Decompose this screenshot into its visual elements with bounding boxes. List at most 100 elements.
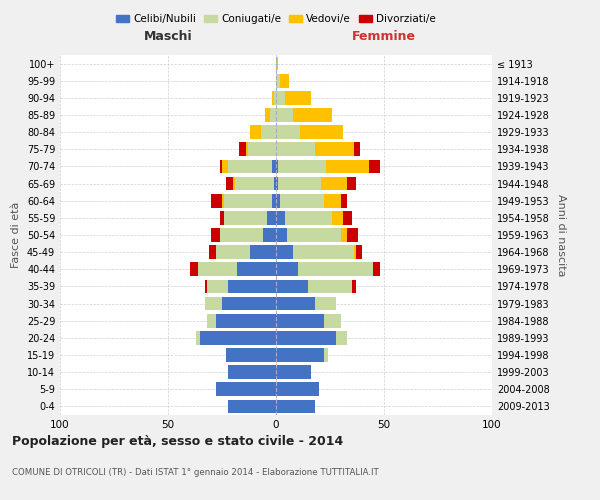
Bar — [369, 160, 380, 173]
Bar — [280, 74, 289, 88]
Y-axis label: Anni di nascita: Anni di nascita — [556, 194, 566, 276]
Bar — [276, 348, 323, 362]
Text: Maschi: Maschi — [143, 30, 193, 43]
Bar — [205, 296, 222, 310]
Bar — [211, 228, 220, 242]
Bar — [276, 211, 284, 224]
Bar — [269, 108, 276, 122]
Bar — [373, 262, 380, 276]
Bar — [224, 211, 268, 224]
Bar — [235, 176, 274, 190]
Bar — [205, 280, 207, 293]
Bar — [237, 262, 276, 276]
Bar — [354, 246, 356, 259]
Bar — [211, 194, 222, 207]
Bar — [293, 108, 332, 122]
Bar — [220, 228, 263, 242]
Bar — [222, 160, 229, 173]
Bar — [276, 74, 280, 88]
Bar — [341, 194, 347, 207]
Bar — [280, 194, 323, 207]
Bar — [276, 142, 315, 156]
Bar — [347, 176, 356, 190]
Bar — [198, 262, 237, 276]
Bar — [284, 211, 332, 224]
Bar — [276, 160, 278, 173]
Bar — [276, 366, 311, 379]
Bar — [276, 56, 278, 70]
Bar — [261, 126, 276, 139]
Bar — [274, 91, 276, 104]
Bar — [209, 246, 215, 259]
Bar — [323, 348, 328, 362]
Bar — [278, 176, 322, 190]
Bar — [356, 246, 362, 259]
Bar — [352, 280, 356, 293]
Bar — [246, 142, 248, 156]
Bar — [229, 160, 272, 173]
Bar — [276, 400, 315, 413]
Bar — [222, 296, 276, 310]
Bar — [276, 262, 298, 276]
Bar — [326, 160, 369, 173]
Bar — [322, 176, 347, 190]
Bar — [233, 176, 235, 190]
Bar — [229, 280, 276, 293]
Bar — [276, 194, 280, 207]
Bar — [323, 314, 341, 328]
Bar — [354, 142, 360, 156]
Bar — [215, 314, 276, 328]
Bar — [276, 228, 287, 242]
Text: Femmine: Femmine — [352, 30, 416, 43]
Bar — [207, 280, 229, 293]
Bar — [276, 296, 315, 310]
Bar — [215, 382, 276, 396]
Bar — [300, 126, 343, 139]
Bar — [229, 400, 276, 413]
Bar — [332, 211, 343, 224]
Bar — [276, 246, 293, 259]
Bar — [200, 331, 276, 344]
Bar — [190, 262, 198, 276]
Bar — [272, 91, 274, 104]
Bar — [265, 108, 269, 122]
Bar — [323, 194, 341, 207]
Bar — [276, 108, 293, 122]
Bar — [276, 280, 308, 293]
Bar — [278, 160, 326, 173]
Bar — [341, 228, 347, 242]
Text: COMUNE DI OTRICOLI (TR) - Dati ISTAT 1° gennaio 2014 - Elaborazione TUTTITALIA.I: COMUNE DI OTRICOLI (TR) - Dati ISTAT 1° … — [12, 468, 379, 477]
Bar — [229, 366, 276, 379]
Bar — [272, 194, 276, 207]
Bar — [347, 228, 358, 242]
Bar — [263, 228, 276, 242]
Legend: Celibi/Nubili, Coniugati/e, Vedovi/e, Divorziati/e: Celibi/Nubili, Coniugati/e, Vedovi/e, Di… — [112, 10, 440, 28]
Bar — [248, 142, 276, 156]
Bar — [274, 176, 276, 190]
Bar — [315, 142, 354, 156]
Bar — [196, 331, 200, 344]
Bar — [276, 91, 284, 104]
Bar — [276, 126, 300, 139]
Bar — [293, 246, 354, 259]
Bar — [272, 160, 276, 173]
Bar — [226, 348, 276, 362]
Bar — [276, 314, 323, 328]
Bar — [337, 331, 347, 344]
Bar — [268, 211, 276, 224]
Bar — [276, 382, 319, 396]
Bar — [276, 176, 278, 190]
Bar — [298, 262, 373, 276]
Bar — [250, 126, 261, 139]
Bar — [224, 194, 272, 207]
Text: Popolazione per età, sesso e stato civile - 2014: Popolazione per età, sesso e stato civil… — [12, 435, 343, 448]
Bar — [276, 331, 337, 344]
Bar — [226, 176, 233, 190]
Bar — [215, 246, 250, 259]
Bar — [308, 280, 352, 293]
Bar — [207, 314, 215, 328]
Y-axis label: Fasce di età: Fasce di età — [11, 202, 21, 268]
Bar — [287, 228, 341, 242]
Bar — [239, 142, 246, 156]
Bar — [222, 194, 224, 207]
